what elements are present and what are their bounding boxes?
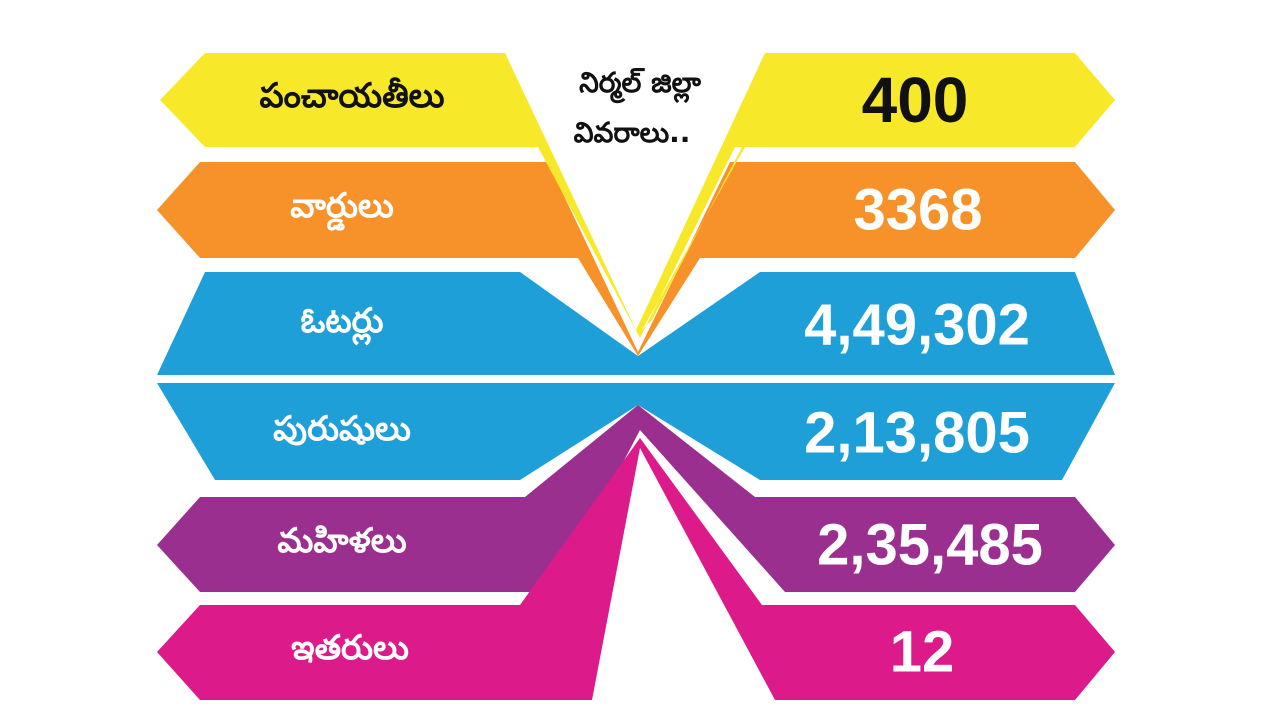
label-panchayats: పంచాయతీలు	[259, 76, 445, 116]
title-line-2: వివరాలు..	[573, 116, 691, 149]
band-voters	[157, 272, 1115, 375]
value-voters: 4,49,302	[804, 292, 1030, 358]
label-voters: ఓటర్లు	[300, 301, 384, 341]
band-women	[157, 405, 1115, 592]
value-wards: 3368	[853, 177, 983, 243]
others-cutout	[598, 450, 770, 700]
label-women: మహిళలు	[277, 521, 407, 561]
label-others: ఇతరులు	[291, 628, 409, 668]
band-wards	[157, 162, 1115, 356]
title-line-1: నిర్మల్ జిల్లా	[579, 66, 701, 99]
value-panchayats: 400	[861, 64, 969, 136]
value-others: 12	[889, 619, 955, 685]
label-wards: వార్డులు	[290, 186, 394, 226]
value-women: 2,35,485	[817, 512, 1043, 578]
band-panchayats	[160, 53, 1115, 338]
value-men: 2,13,805	[804, 400, 1030, 466]
band-others	[157, 438, 1115, 700]
title-cutout	[508, 53, 762, 322]
label-men: పురుషులు	[273, 409, 411, 449]
band-men	[157, 383, 1115, 480]
